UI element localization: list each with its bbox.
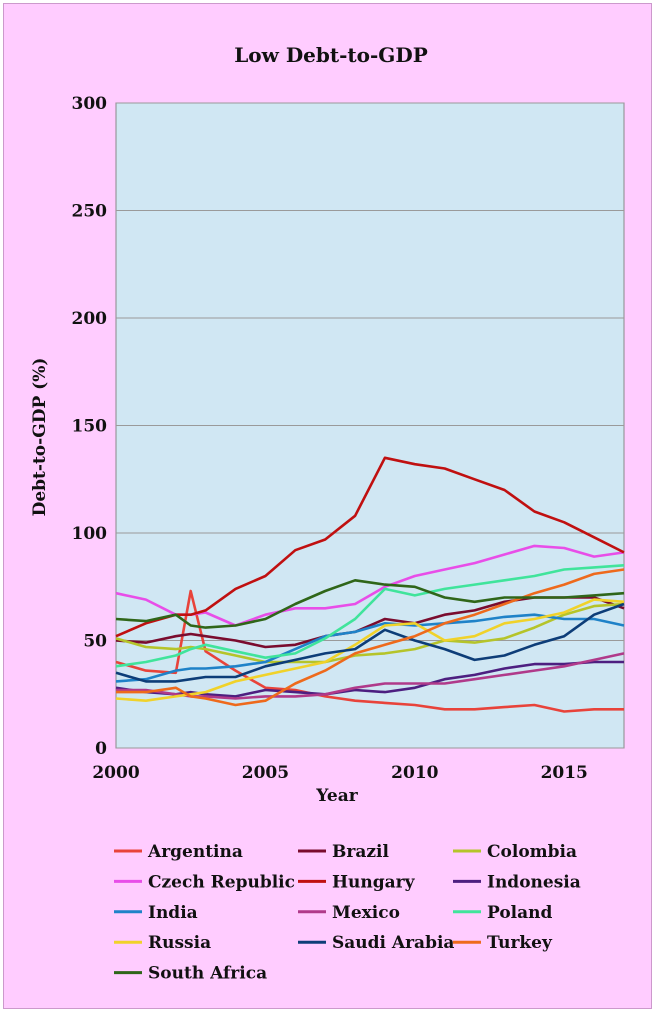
legend-item: Argentina (114, 842, 243, 862)
series-line-hungary (115, 456, 625, 638)
legend-label: Poland (487, 903, 552, 923)
legend-label: Czech Republic (148, 872, 295, 892)
legend-item: Colombia (453, 842, 577, 862)
legend-label: Saudi Arabia (332, 933, 454, 953)
legend-label: Argentina (147, 842, 243, 862)
legend-label: Brazil (332, 842, 389, 862)
y-tick-label: 150 (72, 417, 108, 437)
legend-item: Czech Republic (114, 872, 295, 892)
series-line-russia (115, 598, 625, 703)
x-tick-label: 2005 (242, 763, 289, 783)
legend-item: South Africa (114, 964, 267, 984)
legend-label: India (148, 903, 198, 923)
y-tick-label: 300 (72, 94, 108, 114)
y-tick-label: 100 (72, 524, 108, 544)
legend-label: Indonesia (487, 872, 581, 892)
x-axis-ticks: 2000 2005 2010 2015 (92, 763, 588, 783)
legend-label: South Africa (148, 964, 267, 984)
legend-item: India (114, 903, 198, 923)
y-tick-label: 250 (72, 202, 108, 222)
legend-label: Russia (148, 933, 211, 953)
x-tick-label: 2015 (541, 763, 588, 783)
legend: Argentina Brazil Colombia Czech Republic Hun… (114, 842, 581, 984)
x-tick-label: 2000 (92, 763, 139, 783)
x-axis-label: Year (315, 786, 358, 806)
legend-item: Brazil (298, 842, 389, 862)
series-line-india (115, 613, 625, 683)
legend-label: Turkey (487, 933, 553, 953)
legend-item: Hungary (298, 872, 416, 892)
series-line-saudi-arabia (115, 602, 625, 683)
series-line-colombia (115, 602, 625, 664)
series-line-turkey (116, 568, 625, 707)
legend-item: Turkey (453, 933, 553, 953)
legend-label: Colombia (487, 842, 577, 862)
legend-item: Mexico (298, 903, 400, 923)
series-lines (115, 456, 625, 713)
series-line-poland (115, 564, 625, 668)
chart-title: Low Debt-to-GDP (234, 43, 428, 67)
series-line-indonesia (115, 660, 624, 698)
legend-label: Mexico (332, 903, 400, 923)
x-tick-label: 2010 (391, 763, 438, 783)
legend-item: Indonesia (453, 872, 581, 892)
y-tick-label: 50 (83, 632, 107, 652)
legend-item: Poland (453, 903, 552, 923)
legend-item: Russia (114, 933, 211, 953)
y-axis-ticks: 0 50 100 150 200 250 300 (72, 94, 108, 759)
series-line-south-africa (115, 578, 625, 629)
y-tick-label: 0 (95, 739, 107, 759)
y-axis-label: Debt-to-GDP (%) (30, 358, 50, 517)
y-tick-label: 200 (72, 309, 108, 329)
series-line-argentina (115, 589, 624, 713)
legend-label: Hungary (332, 872, 416, 892)
legend-item: Saudi Arabia (298, 933, 454, 953)
